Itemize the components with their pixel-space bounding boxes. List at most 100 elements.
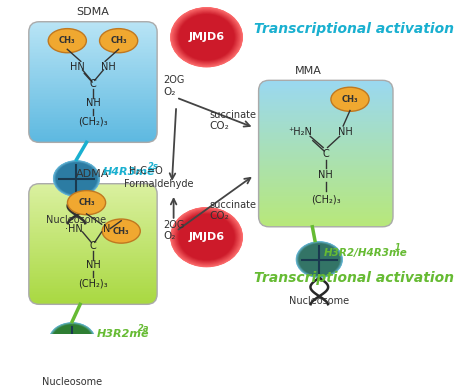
Ellipse shape — [296, 242, 342, 277]
FancyBboxPatch shape — [29, 223, 157, 225]
FancyBboxPatch shape — [29, 105, 157, 107]
FancyBboxPatch shape — [259, 139, 393, 141]
FancyBboxPatch shape — [29, 229, 157, 231]
Ellipse shape — [55, 161, 99, 196]
FancyBboxPatch shape — [259, 198, 393, 200]
Ellipse shape — [55, 162, 98, 195]
FancyBboxPatch shape — [259, 84, 393, 86]
FancyBboxPatch shape — [29, 94, 157, 96]
Ellipse shape — [179, 14, 235, 60]
FancyBboxPatch shape — [29, 50, 157, 52]
FancyBboxPatch shape — [29, 136, 157, 138]
FancyBboxPatch shape — [29, 298, 157, 300]
Ellipse shape — [50, 323, 94, 357]
Ellipse shape — [49, 323, 95, 358]
FancyBboxPatch shape — [29, 271, 157, 273]
FancyBboxPatch shape — [259, 104, 393, 106]
FancyBboxPatch shape — [259, 132, 393, 134]
FancyBboxPatch shape — [259, 128, 393, 130]
Ellipse shape — [172, 9, 241, 66]
FancyBboxPatch shape — [29, 190, 157, 192]
FancyBboxPatch shape — [29, 205, 157, 207]
FancyBboxPatch shape — [259, 142, 393, 145]
Ellipse shape — [179, 214, 234, 260]
FancyBboxPatch shape — [29, 112, 157, 114]
Ellipse shape — [172, 8, 241, 66]
FancyBboxPatch shape — [29, 59, 157, 61]
FancyBboxPatch shape — [259, 199, 393, 202]
Ellipse shape — [50, 323, 95, 358]
Ellipse shape — [178, 14, 235, 60]
Text: NH: NH — [337, 127, 352, 137]
Ellipse shape — [173, 10, 240, 65]
Ellipse shape — [50, 323, 94, 358]
FancyBboxPatch shape — [29, 123, 157, 125]
FancyBboxPatch shape — [29, 289, 157, 291]
Ellipse shape — [171, 8, 242, 67]
FancyBboxPatch shape — [259, 177, 393, 180]
FancyBboxPatch shape — [259, 100, 393, 103]
Ellipse shape — [176, 12, 237, 62]
Ellipse shape — [178, 14, 235, 61]
FancyBboxPatch shape — [29, 277, 157, 279]
FancyBboxPatch shape — [259, 152, 393, 154]
Ellipse shape — [173, 10, 240, 65]
Ellipse shape — [174, 210, 239, 264]
FancyBboxPatch shape — [259, 223, 393, 225]
FancyBboxPatch shape — [29, 141, 157, 143]
FancyBboxPatch shape — [259, 172, 393, 174]
FancyBboxPatch shape — [29, 235, 157, 237]
FancyBboxPatch shape — [29, 49, 157, 51]
FancyBboxPatch shape — [29, 46, 157, 48]
FancyBboxPatch shape — [29, 117, 157, 119]
FancyBboxPatch shape — [259, 188, 393, 191]
Text: C: C — [90, 79, 96, 89]
Ellipse shape — [49, 322, 96, 359]
Ellipse shape — [173, 209, 240, 264]
FancyBboxPatch shape — [29, 32, 157, 34]
Ellipse shape — [170, 207, 243, 267]
FancyBboxPatch shape — [29, 291, 157, 293]
FancyBboxPatch shape — [29, 127, 157, 129]
FancyBboxPatch shape — [29, 139, 157, 141]
Ellipse shape — [177, 13, 236, 62]
FancyBboxPatch shape — [29, 185, 157, 187]
Ellipse shape — [174, 210, 239, 264]
Ellipse shape — [53, 161, 100, 197]
FancyBboxPatch shape — [259, 186, 393, 189]
Text: Nucleosome: Nucleosome — [289, 296, 349, 306]
FancyBboxPatch shape — [259, 205, 393, 207]
Ellipse shape — [175, 211, 238, 263]
FancyBboxPatch shape — [259, 207, 393, 209]
Ellipse shape — [177, 13, 236, 61]
Ellipse shape — [51, 324, 93, 357]
Text: H3R2me: H3R2me — [96, 329, 149, 339]
FancyBboxPatch shape — [259, 164, 393, 167]
FancyBboxPatch shape — [29, 135, 157, 137]
FancyBboxPatch shape — [29, 100, 157, 102]
Ellipse shape — [56, 162, 97, 195]
Ellipse shape — [171, 208, 242, 267]
Ellipse shape — [176, 212, 237, 263]
Ellipse shape — [173, 9, 241, 65]
Ellipse shape — [297, 243, 341, 276]
FancyBboxPatch shape — [259, 146, 393, 149]
Ellipse shape — [56, 163, 97, 194]
Text: ADMA: ADMA — [76, 169, 109, 179]
FancyBboxPatch shape — [259, 135, 393, 137]
Ellipse shape — [298, 243, 341, 276]
FancyBboxPatch shape — [29, 213, 157, 214]
Ellipse shape — [171, 208, 242, 266]
FancyBboxPatch shape — [29, 265, 157, 267]
FancyBboxPatch shape — [29, 70, 157, 72]
FancyBboxPatch shape — [29, 300, 157, 302]
Ellipse shape — [297, 242, 342, 277]
FancyBboxPatch shape — [29, 241, 157, 243]
FancyBboxPatch shape — [259, 82, 393, 84]
FancyBboxPatch shape — [29, 95, 157, 97]
Ellipse shape — [177, 213, 236, 261]
Ellipse shape — [296, 241, 343, 278]
Ellipse shape — [171, 208, 243, 267]
FancyBboxPatch shape — [259, 95, 393, 97]
Text: Nucleosome: Nucleosome — [42, 377, 102, 385]
